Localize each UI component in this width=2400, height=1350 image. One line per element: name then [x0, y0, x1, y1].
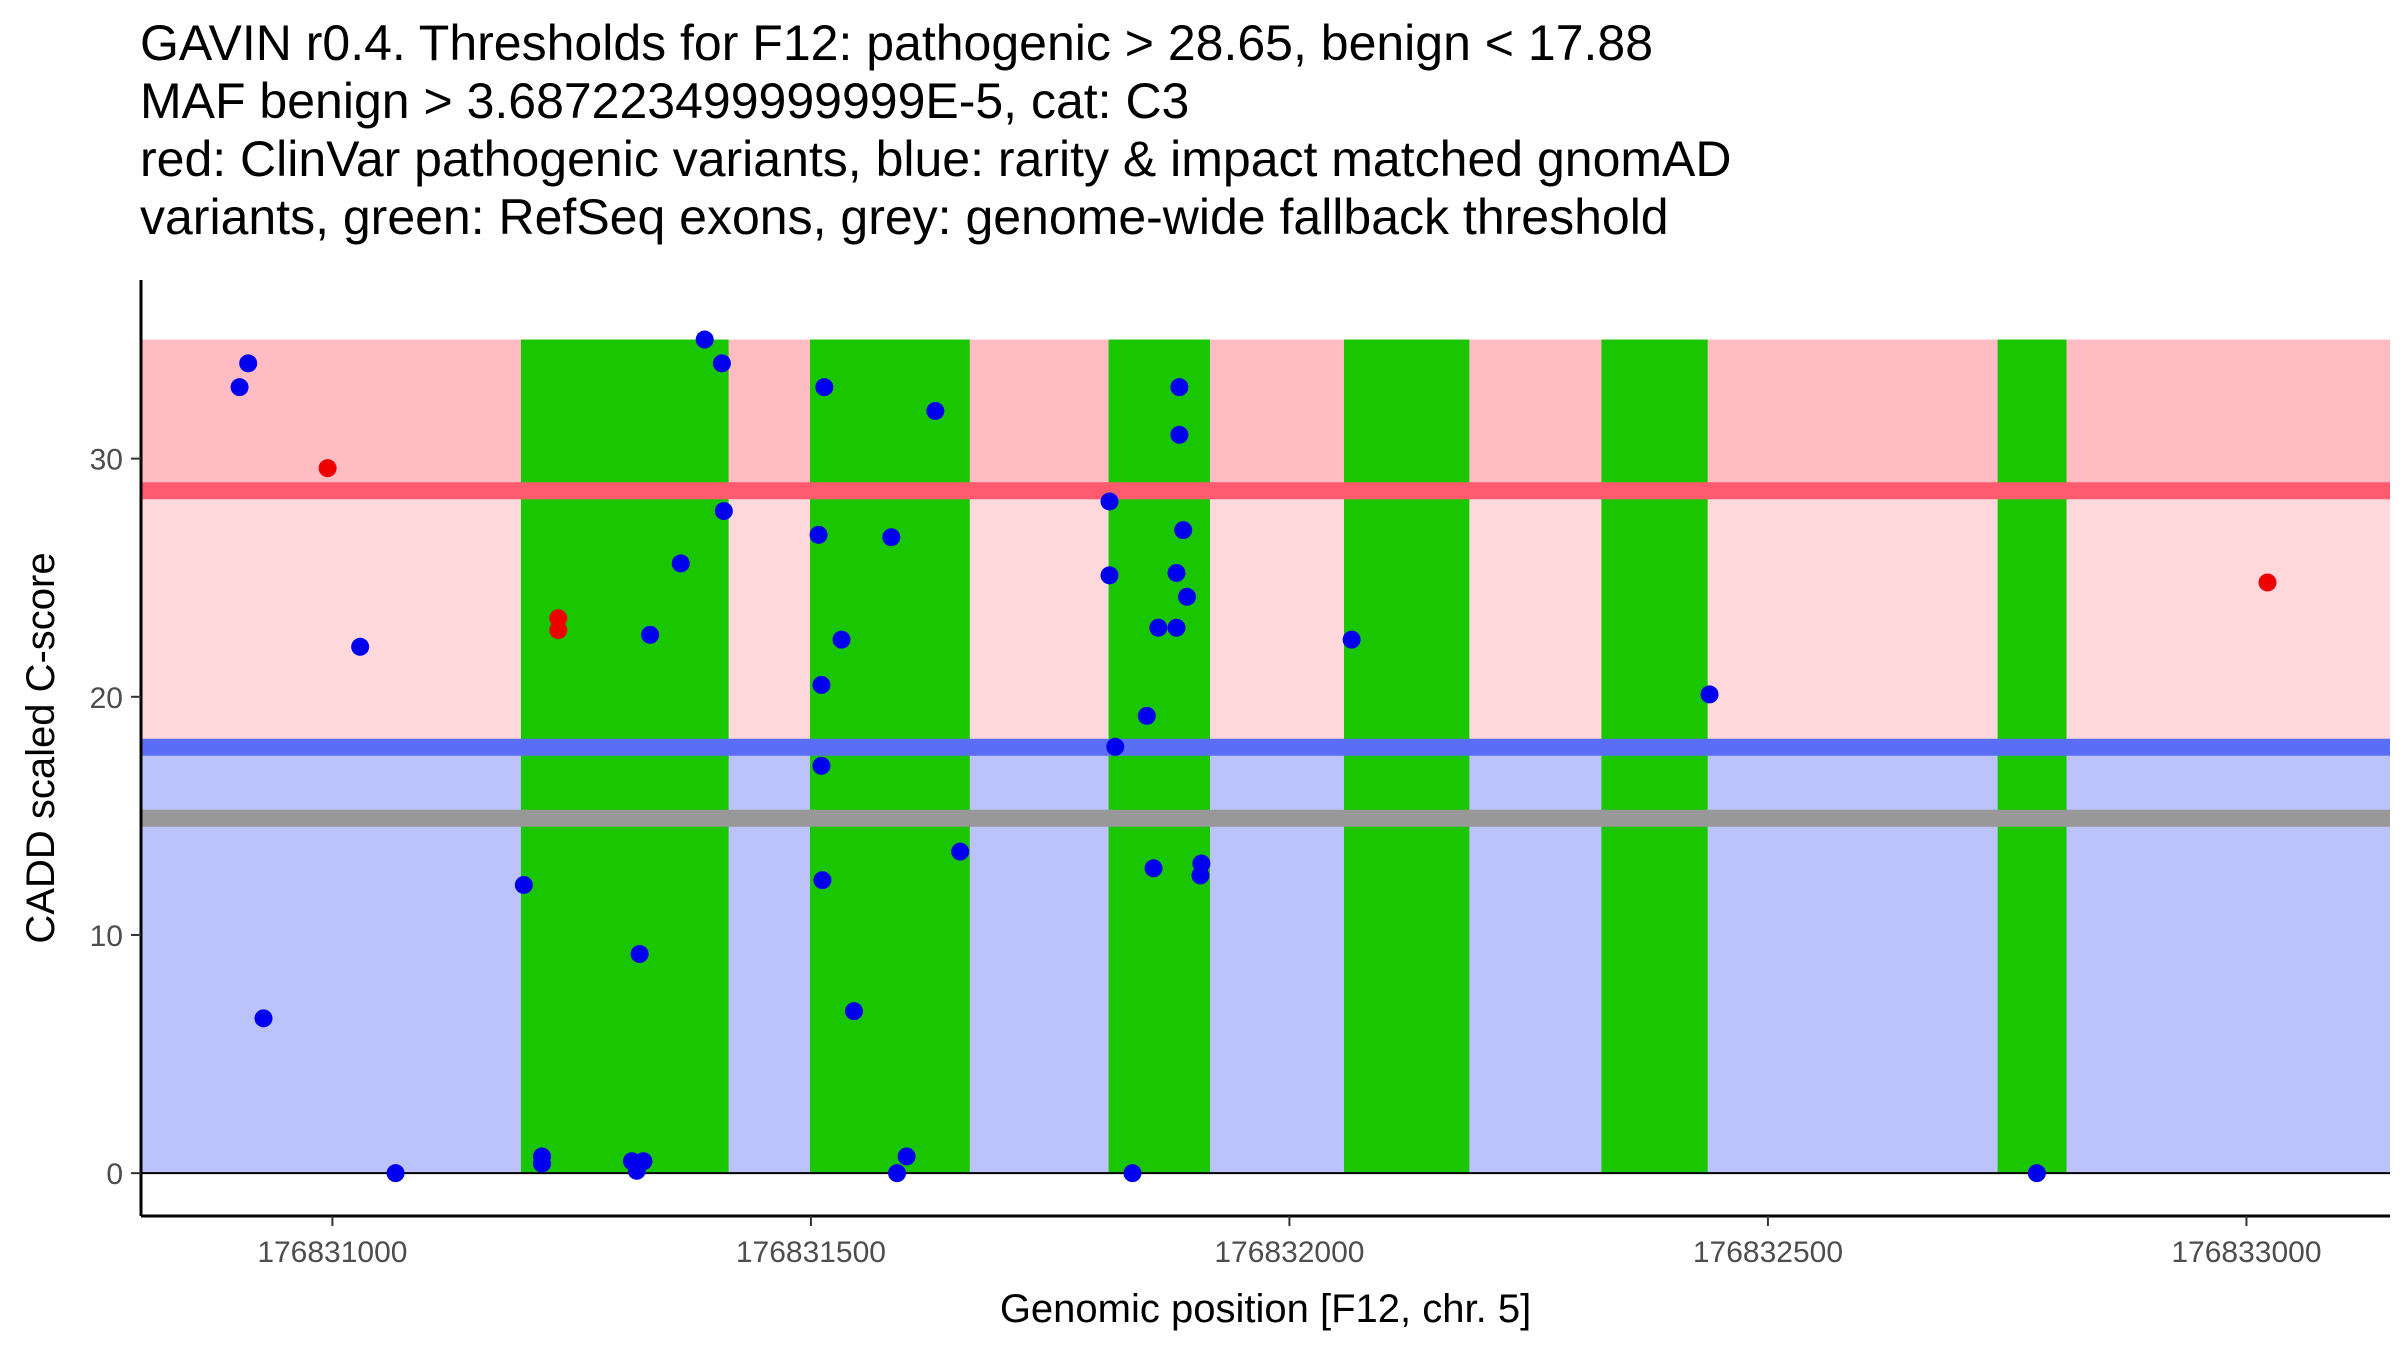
exon-6 — [1997, 339, 2067, 1174]
gnomad-point-35 — [1144, 859, 1163, 878]
y-tick-label-3: 20 — [90, 682, 123, 715]
title-line-3: red: ClinVar pathogenic variants, blue: … — [140, 131, 1732, 187]
gnomad-point-18 — [809, 525, 828, 544]
x-tick-label-4: 176832500 — [1693, 1236, 1843, 1269]
gnomad-point-36 — [1149, 618, 1168, 637]
gnomad-point-34 — [1137, 706, 1156, 725]
axes — [139, 280, 2390, 1218]
x-tick-label-1: 176831000 — [257, 1236, 407, 1269]
x-axis-title: Genomic position [F12, chr. 5] — [1000, 1287, 1531, 1331]
gnomad-point-12 — [634, 1152, 653, 1171]
exon-regions — [520, 339, 2067, 1174]
gnomad-point-26 — [888, 1164, 907, 1183]
gnomad-point-2 — [239, 354, 258, 373]
gnomad-point-31 — [1100, 566, 1119, 585]
clinvar-point-4 — [2258, 573, 2277, 592]
gnomad-point-44 — [1192, 854, 1211, 873]
gnomad-point-20 — [812, 756, 831, 775]
gnomad-point-27 — [897, 1147, 916, 1166]
gnomad-point-40 — [1170, 378, 1189, 397]
y-tick-label-2: 10 — [90, 920, 123, 953]
gnomad-point-30 — [1100, 492, 1119, 511]
gnomad-point-38 — [1167, 563, 1186, 582]
gnomad-point-17 — [714, 502, 733, 521]
gnomad-point-47 — [2027, 1164, 2046, 1183]
x-tick-label-3: 176832000 — [1214, 1236, 1364, 1269]
y-axis-ticks: 0 10 20 30 — [90, 444, 141, 1191]
y-tick-label-4: 30 — [90, 444, 123, 477]
gnomad-point-6 — [514, 875, 533, 894]
gnomad-point-5 — [386, 1164, 405, 1183]
exon-5 — [1601, 339, 1708, 1174]
threshold-lines — [141, 482, 2390, 1175]
gnomad-point-33 — [1123, 1164, 1142, 1183]
gnomad-point-8 — [532, 1154, 551, 1173]
gnomad-point-23 — [832, 630, 851, 649]
clinvar-point-1 — [318, 459, 337, 478]
gnomad-point-19 — [812, 675, 831, 694]
gnomad-point-1 — [230, 378, 249, 397]
title-line-2: MAF benign > 3.687223499999999E-5, cat: … — [140, 73, 1190, 129]
x-tick-label-2: 176831500 — [736, 1236, 886, 1269]
gnomad-point-22 — [815, 378, 834, 397]
gnomad-point-28 — [926, 401, 945, 420]
gnomad-point-42 — [1178, 587, 1197, 606]
gnomad-point-13 — [641, 625, 660, 644]
gnomad-point-14 — [671, 554, 690, 573]
gnomad-point-37 — [1167, 618, 1186, 637]
exon-4 — [1343, 339, 1470, 1174]
title-line-1: GAVIN r0.4. Thresholds for F12: pathogen… — [140, 15, 1654, 71]
gnomad-point-4 — [351, 637, 370, 656]
gnomad-point-45 — [1342, 630, 1361, 649]
exon-2 — [809, 339, 970, 1174]
title-line-4: variants, green: RefSeq exons, grey: gen… — [140, 189, 1669, 245]
gnomad-point-32 — [1106, 737, 1125, 756]
gnomad-point-46 — [1700, 685, 1719, 704]
gnomad-point-29 — [951, 842, 970, 861]
exon-3 — [1108, 339, 1210, 1174]
gnomad-point-16 — [712, 354, 731, 373]
chart-title: GAVIN r0.4. Thresholds for F12: pathogen… — [140, 14, 2380, 246]
clinvar-point-3 — [549, 621, 568, 640]
gnomad-point-21 — [813, 871, 832, 890]
gnomad-point-39 — [1170, 425, 1189, 444]
gnomad-point-24 — [844, 1002, 863, 1021]
gnomad-point-25 — [882, 528, 901, 547]
x-tick-label-5: 176833000 — [2171, 1236, 2321, 1269]
y-axis-title: CADD scaled C-score — [19, 552, 63, 943]
x-axis-ticks: 176831000 176831500 176832000 176832500 1768… — [257, 1216, 2322, 1269]
data-points — [230, 330, 2277, 1183]
y-tick-label-1: 0 — [106, 1158, 123, 1191]
gnomad-point-11 — [630, 945, 649, 964]
exon-1 — [520, 339, 729, 1174]
gnomad-point-15 — [695, 330, 714, 349]
gnomad-point-3 — [254, 1009, 273, 1028]
gnomad-point-41 — [1174, 521, 1193, 540]
